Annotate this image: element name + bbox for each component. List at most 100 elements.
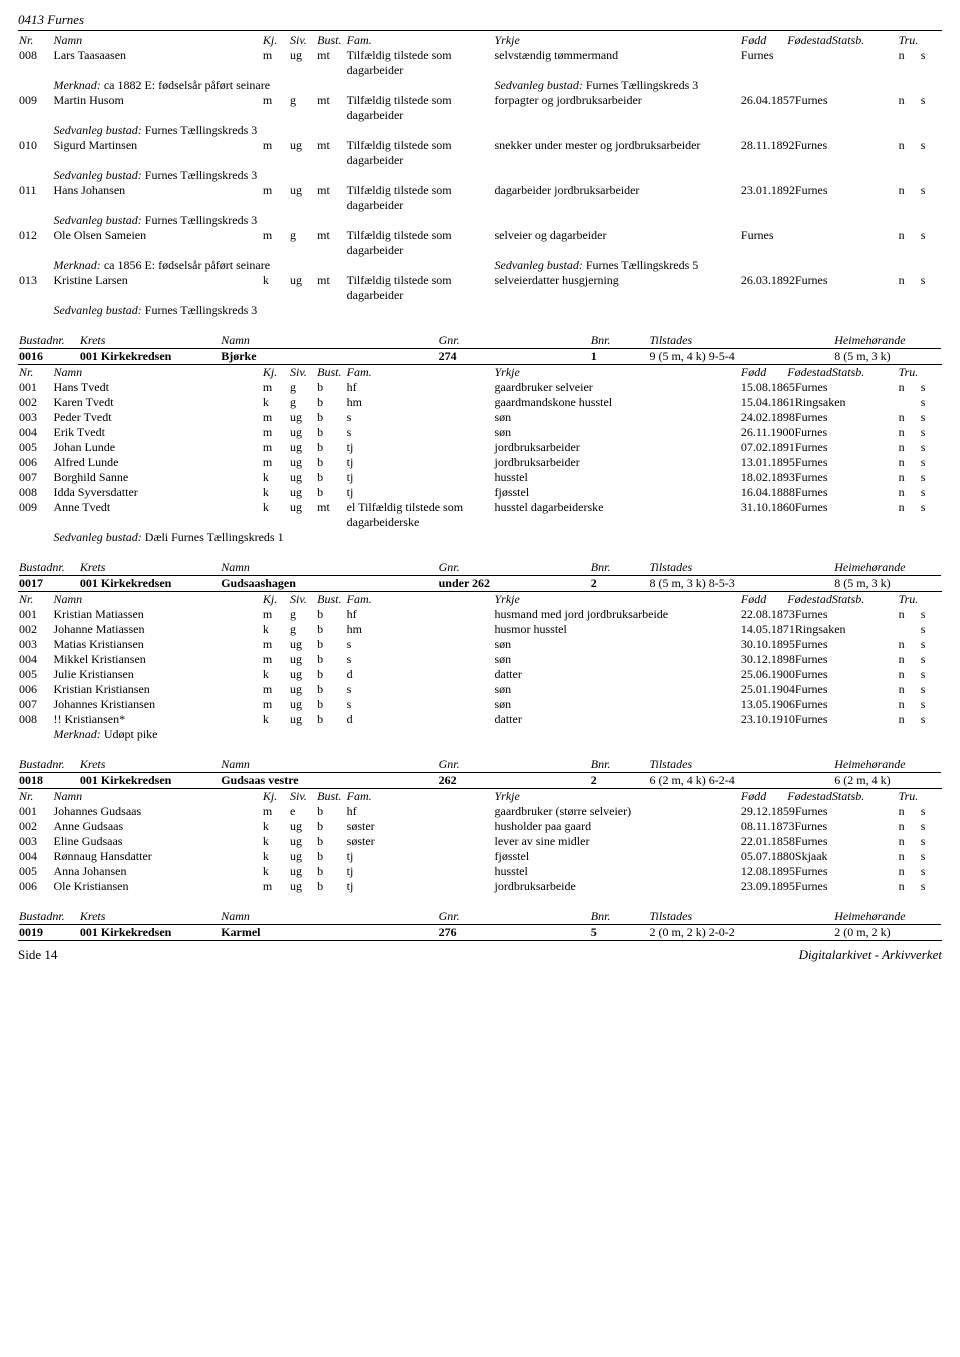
cell-siv: ug [289, 834, 316, 849]
cell-siv: ug [289, 819, 316, 834]
person-row: 008Idda Syversdatterkugbtjfjøsstel16.04.… [18, 485, 942, 500]
cell-name: Ole Kristiansen [52, 879, 261, 894]
cell-bust: b [316, 849, 346, 864]
cell-kj: m [262, 138, 289, 168]
note-row: Merknad: ca 1856 E: fødselsår påført sei… [18, 258, 942, 273]
cell-fam: s [346, 410, 494, 425]
cell-stat: n [898, 879, 920, 894]
bustad-heim: 2 (0 m, 2 k) [833, 925, 942, 940]
cell-fam: søster [346, 819, 494, 834]
cell-fam: s [346, 697, 494, 712]
bh-bustadnr: Bustadnr. [18, 909, 79, 924]
cell-name: Peder Tvedt [52, 410, 261, 425]
cell-yr: fjøsstel [494, 849, 740, 864]
cell-fam: tj [346, 485, 494, 500]
cell-fam: hm [346, 395, 494, 410]
cell-nr: 002 [18, 395, 52, 410]
cell-yr: husstel dagarbeiderske [494, 500, 740, 530]
person-row: 008!! Kristiansen*kugbddatter23.10.1910F… [18, 712, 942, 727]
cell-yr: gaardbruker selveier [494, 380, 740, 395]
cell-bust: mt [316, 93, 346, 123]
cell-name: Kristine Larsen [52, 273, 261, 303]
cell-kj: k [262, 485, 289, 500]
cell-kj: m [262, 228, 289, 258]
h-namn: Namn [52, 789, 261, 804]
cell-siv: ug [289, 682, 316, 697]
cell-nr: 006 [18, 455, 52, 470]
cell-name: Anna Johansen [52, 864, 261, 879]
bustad-heim: 8 (5 m, 3 k) [833, 576, 942, 591]
bustad-krets: 001 Kirkekredsen [80, 576, 171, 590]
divider [18, 30, 942, 31]
cell-yr: selvstændig tømmermand [494, 48, 740, 78]
person-row: 004Erik Tvedtmugbssøn26.11.1900Furnesns [18, 425, 942, 440]
cell-tru: s [920, 93, 942, 123]
person-row: 011Hans JohansenmugmtTilfældig tilstede … [18, 183, 942, 213]
cell-kj: k [262, 849, 289, 864]
cell-siv: g [289, 380, 316, 395]
bh-krets: Krets [79, 560, 220, 575]
bustad-namn: Bjørke [221, 349, 256, 363]
cell-bust: b [316, 804, 346, 819]
cell-bust: b [316, 712, 346, 727]
cell-siv: g [289, 93, 316, 123]
h-tru: Tru. [898, 365, 942, 380]
bh-bustadnr: Bustadnr. [18, 757, 79, 772]
cell-stat: n [898, 667, 920, 682]
cell-kj: m [262, 440, 289, 455]
cell-fodd: 26.04.1857Furnes [740, 93, 898, 123]
cell-name: Karen Tvedt [52, 395, 261, 410]
h-nr: Nr. [18, 789, 52, 804]
cell-nr: 012 [18, 228, 52, 258]
cell-tru: s [920, 228, 942, 258]
h-bust: Bust. [316, 592, 346, 607]
cell-name: Borghild Sanne [52, 470, 261, 485]
cell-fodd: 30.12.1898Furnes [740, 652, 898, 667]
cell-stat [898, 395, 920, 410]
cell-nr: 005 [18, 864, 52, 879]
cell-fodd: 13.01.1895Furnes [740, 455, 898, 470]
bh-namn: Namn [220, 560, 437, 575]
note-right: Sedvanleg bustad: Furnes Tællingskreds 3 [52, 213, 942, 228]
cell-kj: m [262, 607, 289, 622]
cell-siv: ug [289, 879, 316, 894]
cell-siv: ug [289, 440, 316, 455]
cell-nr: 001 [18, 804, 52, 819]
cell-tru: s [920, 138, 942, 168]
bustad-header-16: Bustadnr. Krets Namn Gnr. Bnr. Tilstades… [18, 333, 942, 364]
bustad-row: 0019001 KirkekredsenKarmel27652 (0 m, 2 … [18, 925, 942, 940]
cell-fam: s [346, 652, 494, 667]
h-namn: Namn [52, 365, 261, 380]
person-row: 002Anne Gudsaaskugbsøsterhusholder paa g… [18, 819, 942, 834]
cell-fam: tj [346, 440, 494, 455]
bustad-gnr: 276 [439, 925, 457, 939]
cell-nr: 010 [18, 138, 52, 168]
cell-bust: mt [316, 138, 346, 168]
cell-yr: forpagter og jordbruksarbeider [494, 93, 740, 123]
cell-tru: s [920, 183, 942, 213]
cell-siv: ug [289, 410, 316, 425]
cell-fam: d [346, 667, 494, 682]
bustad-heim: 6 (2 m, 4 k) [833, 773, 942, 788]
cell-kj: m [262, 637, 289, 652]
bustad-krets: 001 Kirkekredsen [80, 349, 171, 363]
bustad-nr: 0016 [19, 349, 43, 363]
cell-name: Johanne Matiassen [52, 622, 261, 637]
cell-yr: dagarbeider jordbruksarbeider [494, 183, 740, 213]
cell-fam: tj [346, 879, 494, 894]
note-left: Merknad: ca 1882 E: fødselsår påført sei… [52, 78, 493, 93]
cell-tru: s [920, 682, 942, 697]
cell-kj: k [262, 470, 289, 485]
cell-fam: tj [346, 470, 494, 485]
cell-fam: tj [346, 864, 494, 879]
cell-stat: n [898, 485, 920, 500]
cell-kj: k [262, 819, 289, 834]
cell-nr: 006 [18, 682, 52, 697]
note-row: Sedvanleg bustad: Furnes Tællingskreds 3 [18, 303, 942, 318]
person-row: 002Karen Tvedtkgbhmgaardmandskone husste… [18, 395, 942, 410]
bh-bnr: Bnr. [590, 560, 649, 575]
bh-til: Tilstades [648, 560, 833, 575]
cell-nr: 003 [18, 410, 52, 425]
cell-tru: s [920, 440, 942, 455]
cell-tru: s [920, 410, 942, 425]
